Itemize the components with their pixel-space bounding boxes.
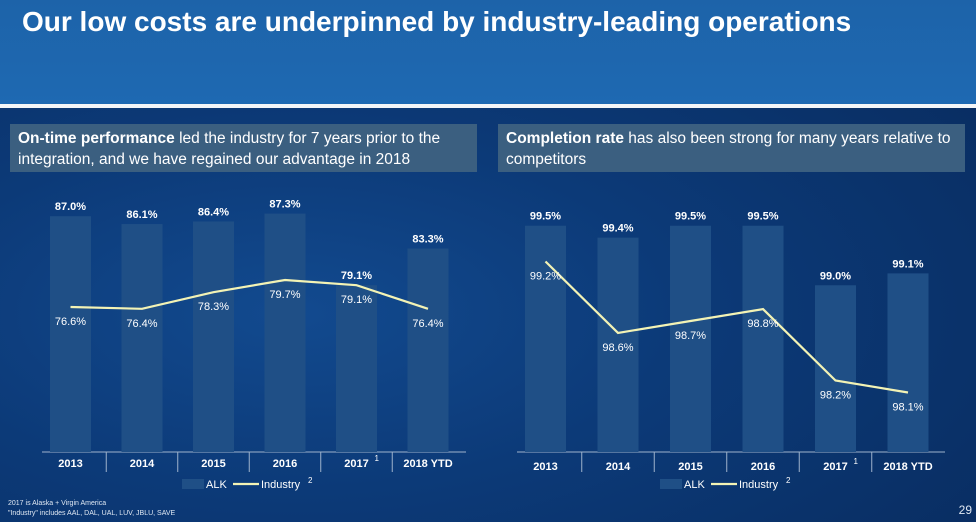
right-subtitle-text: has also been strong for many years rela… [506,130,951,168]
left-bar-2014 [121,224,163,452]
left-bar-label: 87.0% [55,201,86,213]
left-subtitle: On-time performance led the industry for… [10,124,477,172]
left-bar-2013 [50,216,91,452]
left-line-label: 79.7% [269,289,300,301]
right-bar-2017 [815,285,856,452]
right-bar-2013 [525,225,566,452]
right-tick-label: 2017 [823,461,847,473]
left-legend-alk-label: ALK [206,479,227,491]
left-bar-label: 86.1% [126,209,157,221]
left-line-label: 76.6% [55,316,86,328]
right-bar-label: 99.1% [892,258,923,270]
left-tick-superscript: 1 [375,454,380,463]
slide-title: Our low costs are underpinned by industr… [22,6,852,37]
left-line-label: 78.3% [198,301,229,313]
right-line-label: 99.2% [530,270,561,282]
right-bar-label: 99.5% [675,211,706,223]
right-tick-label: 2018 YTD [883,461,932,473]
left-line-label: 79.1% [341,294,372,306]
right-industry-line [544,260,909,394]
left-bar-label: 83.3% [412,234,443,246]
left-legend-alk-swatch [182,479,204,489]
title-divider [0,104,976,108]
left-subtitle-text: led the industry for 7 years prior to th… [18,130,441,168]
left-tick-label: 2014 [130,458,155,470]
left-bar-2017 [336,285,377,452]
right-bar-label: 99.0% [820,270,851,282]
right-bar-label: 99.4% [602,223,633,235]
left-line-label: 76.4% [126,318,157,330]
right-line-label: 98.1% [892,401,923,413]
right-tick-label: 2015 [678,461,702,473]
right-legend-alk-label: ALK [684,479,705,491]
left-industry-line [70,278,429,310]
title-band [0,0,976,104]
left-tick-label: 2015 [201,458,225,470]
right-tick-label: 2014 [606,461,631,473]
footnote-1: 2017 is Alaska + Virgin America [8,500,107,507]
right-subtitle-bold: Completion rate [506,130,624,147]
right-line-label: 98.2% [820,390,851,402]
right-bar-label: 99.5% [530,211,561,223]
right-tick-superscript: 1 [854,457,859,466]
right-bar-label: 99.5% [747,211,778,223]
right-bar-2015 [670,225,711,452]
right-line-label: 98.7% [675,330,706,342]
right-bar-2014 [597,237,639,452]
page-number: 29 [958,503,972,517]
left-line-label: 76.4% [412,318,443,330]
left-legend-industry-label: Industry [261,479,301,491]
right-bar-2018-ytd [887,273,929,452]
left-bar-2018-ytd [407,248,449,452]
right-line-label: 98.6% [602,342,633,354]
left-tick-label: 2017 [344,458,368,470]
left-bar-label: 87.3% [269,199,300,211]
right-line-label: 98.8% [747,318,778,330]
footnote-2: "Industry" includes AAL, DAL, UAL, LUV, … [8,510,176,517]
left-bar-2016 [264,213,306,452]
right-tick-label: 2016 [751,461,775,473]
right-legend-alk-swatch [660,479,682,489]
left-legend-industry-superscript: 2 [308,476,313,485]
left-tick-label: 2016 [273,458,297,470]
left-tick-label: 2018 YTD [403,458,452,470]
right-legend-industry-label: Industry [739,479,779,491]
left-bar-label: 79.1% [341,270,372,282]
left-bar-2015 [193,221,234,452]
left-bar-label: 86.4% [198,206,229,218]
right-bar-2016 [742,225,784,452]
right-tick-label: 2013 [533,461,557,473]
left-tick-label: 2013 [58,458,82,470]
right-legend-industry-superscript: 2 [786,476,791,485]
right-subtitle: Completion rate has also been strong for… [498,124,965,172]
left-subtitle-bold: On-time performance [18,130,175,147]
